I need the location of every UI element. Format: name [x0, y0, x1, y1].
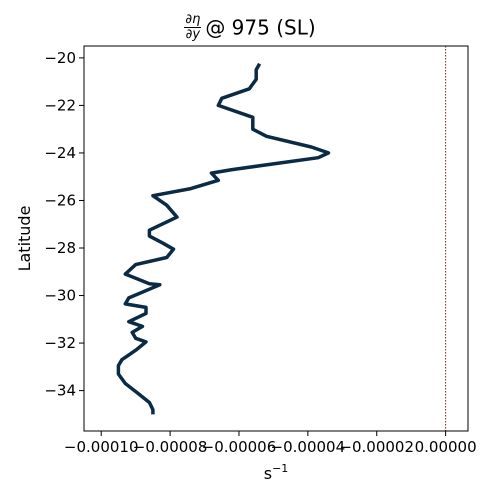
plot-area-frame — [83, 45, 469, 432]
y-tick-label: −24 — [44, 144, 76, 162]
chart-title: ∂η ∂y @ 975 (SL) — [0, 13, 500, 42]
y-tick-label: −22 — [44, 96, 76, 114]
y-axis-label: Latitude — [15, 206, 34, 272]
y-axis-ticks: −20 −22 −24 −26 −28 −30 −32 −34 — [44, 49, 84, 400]
x-tick-label: −0.00008 — [133, 438, 208, 456]
series-line — [116, 62, 331, 415]
title-derivative-fraction: ∂η ∂y — [184, 12, 202, 42]
series-layer — [116, 62, 331, 415]
x-tick-label: 0.00000 — [415, 438, 477, 456]
y-tick-label: −26 — [44, 191, 76, 209]
x-axis-label-base: s — [264, 464, 272, 483]
y-tick-label: −30 — [44, 287, 76, 305]
y-tick-label: −32 — [44, 334, 76, 352]
x-axis-label-superscript: −1 — [272, 462, 288, 475]
x-axis-ticks: −0.00010−0.00008−0.00006−0.00004−0.00002… — [64, 431, 477, 456]
title-fraction-numerator: ∂η — [184, 12, 202, 28]
title-text: @ 975 (SL) — [205, 15, 316, 40]
y-tick-label: −34 — [44, 382, 76, 400]
y-tick-label: −20 — [44, 49, 76, 67]
x-tick-label: −0.00002 — [339, 438, 414, 456]
x-tick-label: −0.00004 — [271, 438, 346, 456]
x-tick-label: −0.00006 — [202, 438, 277, 456]
y-tick-label: −28 — [44, 239, 76, 257]
x-axis-label: s−1 — [264, 462, 289, 483]
title-fraction-denominator: ∂y — [185, 27, 201, 42]
x-tick-label: −0.00010 — [64, 438, 139, 456]
